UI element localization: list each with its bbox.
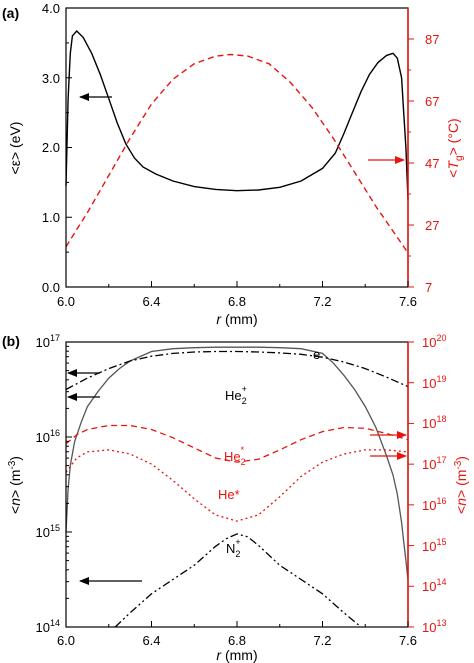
panel-b-frame <box>65 341 409 628</box>
panel-a: (a) 0.0 1.0 2.0 3.0 4.0 7 27 47 67 87 6.… <box>2 1 465 327</box>
panel-b-ytick-right-label: 1017 <box>422 455 446 472</box>
panel-a-xtick-label: 7.2 <box>313 294 331 309</box>
curve-label-e: e <box>313 347 320 362</box>
panel-a-ytick-label: 4.0 <box>42 1 60 16</box>
panel-a-xtick-label: 7.6 <box>399 294 417 309</box>
panel-b-ytick-label: 1017 <box>36 333 60 350</box>
panel-b-series-line-2 <box>114 533 362 628</box>
panel-b-ytick-right-label: 1014 <box>422 577 446 594</box>
panel-b-series <box>65 346 409 628</box>
panel-a-ylabel-left: <ε> (eV) <box>7 122 23 175</box>
panel-a-label: (a) <box>2 5 19 21</box>
panel-b-ytick-label: 1014 <box>36 618 60 635</box>
panel-b-ytick-label: 1015 <box>36 523 60 540</box>
panel-a-ytick-right-label: 67 <box>425 94 439 109</box>
panel-b-ylabel-right: <n> (m-3) <box>453 456 469 514</box>
panel-b-xtick-label: 7.6 <box>399 633 417 648</box>
curve-label-n2-ion: N2+ <box>226 537 241 559</box>
panel-a-series-line-0 <box>65 29 409 200</box>
panel-b-series-line-3 <box>65 424 409 463</box>
panel-b-series-line-0 <box>65 346 409 580</box>
panel-a-xlabel: r (mm) <box>216 311 257 327</box>
panel-b-xtick-label: 6.0 <box>57 633 75 648</box>
panel-a-ytick-right-label: 7 <box>425 280 432 295</box>
panel-b-ytick-right-label: 1013 <box>422 618 446 635</box>
panel-b: (b) 1014 1015 1016 1017 1013 1014 1015 1… <box>2 333 469 663</box>
panel-b-ytick-right-label: 1016 <box>422 496 446 513</box>
panel-b-ticks <box>65 341 414 628</box>
panel-a-xtick-label: 6.8 <box>228 294 246 309</box>
panel-a-series <box>65 29 409 254</box>
panel-b-ytick-label: 1016 <box>36 428 60 445</box>
panel-a-ytick-label: 2.0 <box>42 140 60 155</box>
panel-a-ytick-label: 3.0 <box>42 71 60 86</box>
panel-b-ylabel-left: <n> (m-3) <box>7 456 23 514</box>
curve-label-he-excited: He* <box>218 487 240 502</box>
panel-a-ytick-right-label: 87 <box>425 32 439 47</box>
panel-b-xtick-label: 6.4 <box>142 633 160 648</box>
panel-a-xtick-label: 6.4 <box>142 294 160 309</box>
panel-a-ytick-right-label: 47 <box>425 156 439 171</box>
panel-a-ytick-label: 0.0 <box>42 280 60 295</box>
panel-a-ytick-label: 1.0 <box>42 210 60 225</box>
panel-b-ytick-right-label: 1015 <box>422 537 446 554</box>
curve-label-he2-excited: He2* <box>224 445 246 467</box>
panel-b-series-line-1 <box>65 350 409 391</box>
panel-a-ytick-right-label: 27 <box>425 218 439 233</box>
panel-b-xtick-label: 7.2 <box>313 633 331 648</box>
panel-a-series-line-1 <box>65 53 409 254</box>
panel-a-ylabel-right: <Tg> (°C) <box>445 118 465 177</box>
panel-b-series-line-4 <box>65 449 409 522</box>
panel-b-xtick-label: 6.8 <box>228 633 246 648</box>
curve-label-he2-ion: He2+ <box>225 384 247 406</box>
panel-a-xtick-label: 6.0 <box>57 294 75 309</box>
panel-b-xlabel: r (mm) <box>216 647 257 663</box>
panel-b-ytick-right-label: 1019 <box>422 374 446 391</box>
panel-b-label: (b) <box>2 333 20 349</box>
panel-a-ticks <box>65 7 414 288</box>
panel-a-frame <box>65 7 409 288</box>
panel-b-ytick-right-label: 1018 <box>422 414 446 431</box>
panel-b-ytick-right-label: 1020 <box>422 333 446 350</box>
